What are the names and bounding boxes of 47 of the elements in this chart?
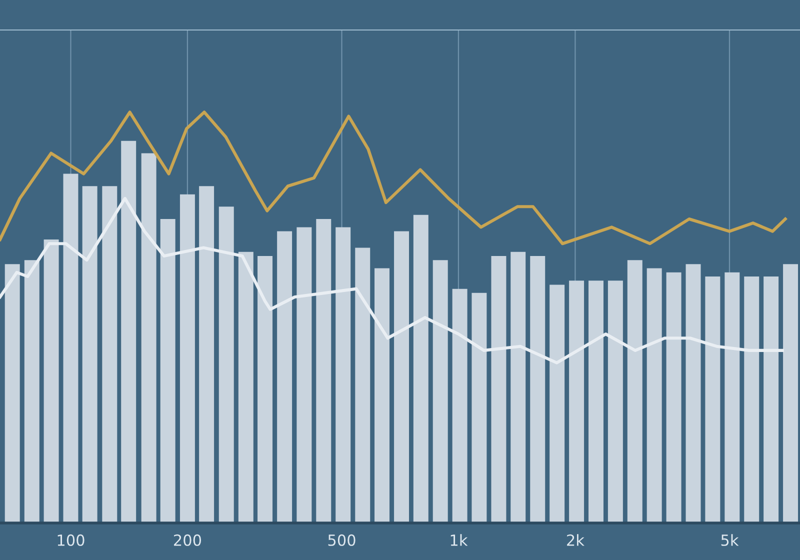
- bar: [783, 264, 798, 523]
- bar: [432, 260, 448, 523]
- bar: [82, 186, 98, 523]
- bar: [491, 256, 506, 523]
- bar: [472, 292, 487, 523]
- bar: [510, 252, 526, 523]
- x-tick-label: 2k: [567, 534, 584, 546]
- bar: [199, 186, 214, 523]
- x-tick-label: 5k: [721, 534, 739, 546]
- bar: [296, 227, 312, 523]
- bar: [102, 186, 118, 523]
- bar: [588, 280, 604, 523]
- bar: [218, 206, 234, 523]
- bar: [374, 268, 390, 523]
- bar: [705, 276, 720, 523]
- bar: [316, 218, 332, 523]
- bar: [724, 272, 740, 523]
- bar: [160, 218, 176, 523]
- x-tick-label: 200: [174, 534, 202, 546]
- bar: [121, 140, 136, 523]
- bar: [627, 260, 642, 523]
- x-tick-label: 1k: [450, 534, 468, 546]
- bar: [608, 280, 623, 523]
- bar: [764, 276, 779, 523]
- bar: [44, 240, 59, 523]
- x-tick-label: 500: [328, 534, 356, 546]
- bar: [530, 256, 546, 523]
- bar: [63, 174, 78, 523]
- bar: [646, 268, 662, 523]
- bar: [4, 264, 20, 523]
- bar: [413, 214, 428, 523]
- bar: [258, 256, 273, 523]
- bar: [180, 194, 195, 523]
- bar: [238, 252, 254, 523]
- bar: [141, 153, 156, 523]
- bar: [336, 227, 351, 523]
- bar: [355, 248, 370, 523]
- bar: [24, 260, 40, 523]
- bar: [666, 272, 682, 523]
- bar: [550, 284, 565, 523]
- bar: [569, 280, 584, 523]
- bar: [277, 231, 292, 523]
- x-tick-label: 100: [58, 534, 84, 546]
- bar: [744, 276, 760, 523]
- bar: [686, 264, 701, 523]
- bar: [452, 288, 468, 523]
- bar: [394, 231, 409, 523]
